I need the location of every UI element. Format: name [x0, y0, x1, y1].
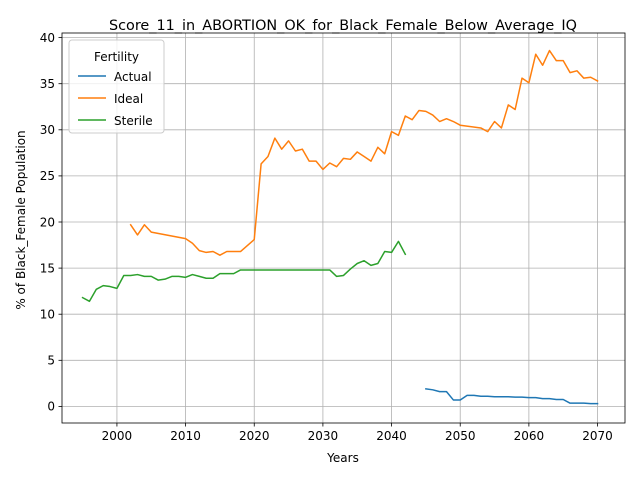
y-tick-label: 20	[40, 215, 55, 229]
series-lines	[81, 49, 599, 405]
legend-label-ideal: Ideal	[114, 92, 143, 106]
chart-title: Score_11_in_ABORTION_OK_for_Black_Female…	[109, 18, 577, 34]
y-tick-label: 30	[40, 123, 55, 137]
x-tick-label: 2000	[102, 429, 133, 443]
grid-lines	[62, 33, 625, 423]
x-tick-label: 2060	[514, 429, 545, 443]
x-tick-label: 2040	[376, 429, 407, 443]
y-tick-label: 0	[47, 400, 55, 414]
y-tick-label: 5	[47, 354, 55, 368]
x-axis-ticks: 2000 2010 2020 2030 2040 2050 2060 2070	[102, 423, 613, 443]
x-tick-label: 2030	[308, 429, 339, 443]
y-tick-label: 15	[40, 261, 55, 275]
legend: Fertility Actual Ideal Sterile	[68, 39, 165, 134]
y-tick-label: 10	[40, 308, 55, 322]
x-tick-label: 2020	[239, 429, 270, 443]
series-line-ideal	[129, 49, 599, 256]
y-axis-label: % of Black_Female Population	[14, 130, 28, 309]
legend-title: Fertility	[94, 50, 139, 64]
series-line-sterile	[81, 240, 407, 303]
plot-area-frame	[61, 32, 626, 424]
legend-label-actual: Actual	[114, 70, 152, 84]
y-tick-label: 40	[40, 31, 55, 45]
legend-box	[68, 39, 165, 134]
x-tick-label: 2070	[582, 429, 613, 443]
series-line-actual	[425, 388, 599, 405]
x-axis-label: Years	[326, 451, 359, 465]
x-tick-label: 2050	[445, 429, 476, 443]
y-axis-ticks: 0 5 10 15 20 25 30 35 40	[40, 31, 62, 414]
x-tick-label: 2010	[170, 429, 201, 443]
legend-label-sterile: Sterile	[114, 114, 153, 128]
y-tick-label: 25	[40, 169, 55, 183]
y-tick-label: 35	[40, 77, 55, 91]
